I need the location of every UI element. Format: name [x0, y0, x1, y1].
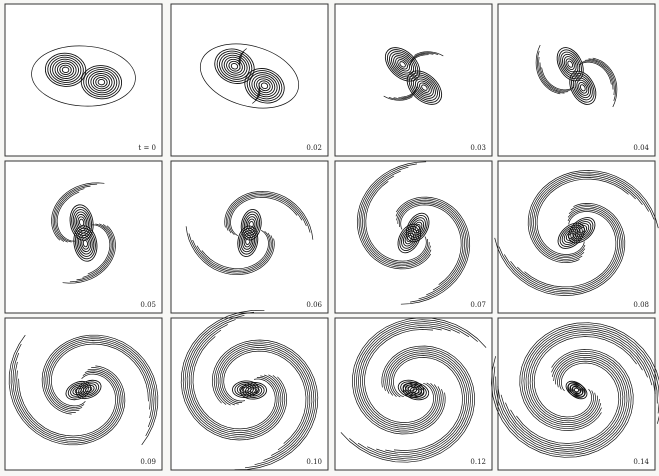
panel: 0.06: [171, 161, 328, 313]
panel: t = 0: [5, 4, 162, 156]
panel-frame: [171, 4, 328, 156]
time-label: 0.05: [140, 301, 156, 309]
panel: 0.08: [495, 161, 659, 313]
time-label: 0.03: [470, 144, 486, 152]
panel-frame: [171, 161, 328, 313]
time-label: 0.04: [633, 144, 649, 152]
time-label: t = 0: [138, 144, 156, 152]
panel: 0.04: [498, 4, 655, 156]
panel: 0.05: [5, 161, 162, 313]
panel-frame: [5, 161, 162, 313]
time-label: 0.09: [140, 458, 156, 466]
panel: 0.10: [171, 310, 328, 470]
panel: 0.07: [335, 161, 492, 313]
time-label: 0.14: [633, 458, 649, 466]
time-label: 0.12: [470, 458, 486, 466]
time-label: 0.06: [306, 301, 322, 309]
panel: 0.09: [5, 318, 162, 470]
panel: 0.02: [171, 4, 328, 156]
panel: 0.03: [335, 4, 492, 156]
panel-frame: [5, 318, 162, 470]
panel: 0.14: [491, 318, 659, 470]
panel: 0.12: [335, 318, 492, 470]
figure: t = 0 0.02 0.03 0.04 0.05 0.06 0.07 0.08 0.09 0.1…: [0, 0, 659, 476]
time-label: 0.10: [306, 458, 322, 466]
time-label: 0.02: [306, 144, 322, 152]
time-label: 0.08: [633, 301, 649, 309]
panel-frame: [335, 4, 492, 156]
time-label: 0.07: [470, 301, 486, 309]
